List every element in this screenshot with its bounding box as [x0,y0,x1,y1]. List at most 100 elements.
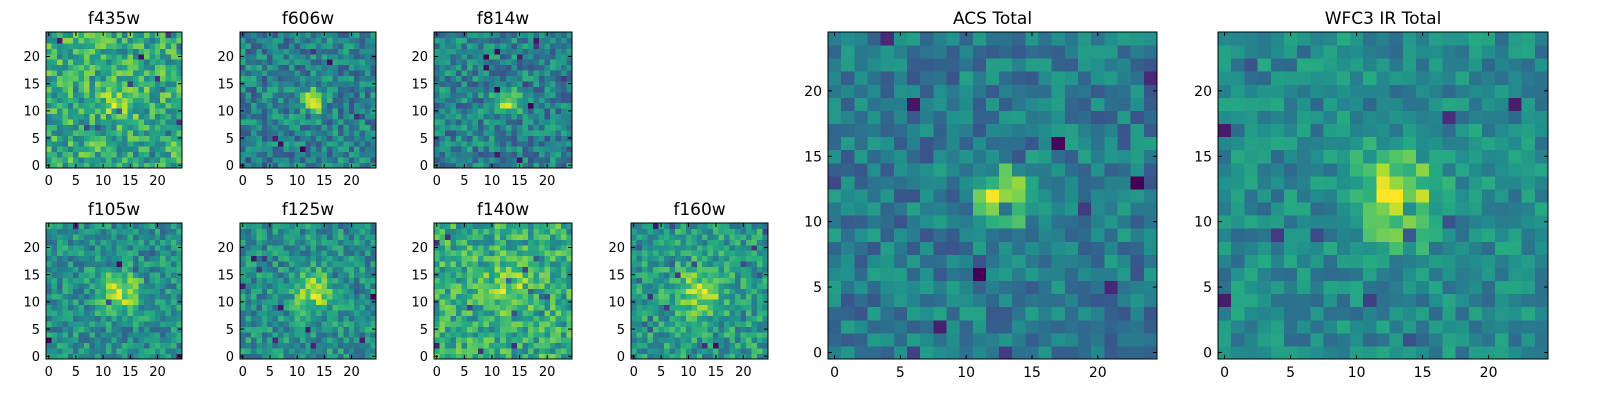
heatmap-cell [289,299,295,305]
heatmap-cell [262,86,268,92]
heatmap-cell [555,48,561,54]
heatmap-cell [757,321,763,327]
heatmap-cell [631,348,637,354]
x-tick-label: 0 [45,174,53,189]
heatmap-cell [338,152,344,158]
heatmap-cell [100,299,106,305]
heatmap-cell [445,65,451,71]
heatmap-cell [555,108,561,114]
heatmap-cell [894,267,908,281]
heatmap-cell [128,310,134,316]
heatmap-cell [95,343,101,349]
heatmap-cell [686,228,692,234]
heatmap-cell [343,135,349,141]
heatmap-cell [294,103,300,109]
heatmap-cell [267,92,273,98]
heatmap-cell [51,283,57,289]
heatmap-cell [462,119,468,125]
heatmap-cell [757,239,763,245]
heatmap-cell [316,256,322,262]
heatmap-cell [343,250,349,256]
heatmap-cell [360,92,366,98]
heatmap-cell [57,97,63,103]
heatmap-cell [343,288,349,294]
heatmap-cell [155,245,161,251]
heatmap-cell [95,103,101,109]
heatmap-cell [245,283,251,289]
heatmap-cell [68,305,74,311]
heatmap-cell [1078,333,1092,347]
heatmap-cell [522,239,528,245]
heatmap-cell [349,277,355,283]
heatmap-cell [256,81,262,87]
heatmap-cell [478,245,484,251]
heatmap-cell [122,250,128,256]
heatmap-cell [636,326,642,332]
heatmap-cell [332,272,338,278]
heatmap-cell [1131,254,1145,268]
heatmap-cell [555,305,561,311]
heatmap-cell [349,283,355,289]
heatmap-cell [327,130,333,136]
heatmap-cell [149,108,155,114]
heatmap-cell [555,326,561,332]
heatmap-cell [539,48,545,54]
heatmap-cell [267,130,273,136]
heatmap-cell [462,343,468,349]
heatmap-cell [95,310,101,316]
heatmap-cell [62,337,68,343]
heatmap-cell [365,70,371,76]
heatmap-cell [322,228,328,234]
heatmap-cell [100,43,106,49]
heatmap-cell [550,92,556,98]
heatmap-cell [262,272,268,278]
heatmap-cell [100,103,106,109]
heatmap-cell [680,283,686,289]
heatmap-cell [251,65,257,71]
heatmap-cell [495,343,501,349]
heatmap-cell [128,321,134,327]
heatmap-cell [327,124,333,130]
heatmap-cell [500,86,506,92]
heatmap-cell [960,320,974,334]
heatmap-cell [506,146,512,152]
heatmap-cell [273,343,279,349]
heatmap-cell [144,294,150,300]
heatmap-cell [289,228,295,234]
heatmap-cell [1039,228,1053,242]
heatmap-cell [349,315,355,321]
heatmap-cell [155,332,161,338]
heatmap-cell [128,256,134,262]
heatmap-cell [155,157,161,163]
heatmap-cell [946,241,960,255]
heatmap-cell [79,76,85,82]
heatmap-cell [653,223,659,229]
heatmap-cell [528,332,534,338]
heatmap-cell [294,86,300,92]
heatmap-cell [245,228,251,234]
heatmap-cell [262,119,268,125]
heatmap-cell [946,228,960,242]
heatmap-cell [338,245,344,251]
heatmap-cell [262,343,268,349]
heatmap-cell [484,76,490,82]
heatmap-cell [240,343,246,349]
heatmap-cell [730,261,736,267]
heatmap-cell [500,315,506,321]
heatmap-cell [467,54,473,60]
heatmap-cell [171,256,177,262]
heatmap-cell [273,277,279,283]
heatmap-cell [680,299,686,305]
heatmap-cell [46,86,52,92]
heatmap-cell [354,92,360,98]
heatmap-cell [273,239,279,245]
heatmap-cell [506,86,512,92]
heatmap-cell [440,256,446,262]
heatmap-cell [1078,228,1092,242]
heatmap-cell [322,321,328,327]
heatmap-cell [724,310,730,316]
heatmap-cell [946,267,960,281]
heatmap-cell [473,37,479,43]
heatmap-cell [697,310,703,316]
heatmap-cell [62,277,68,283]
